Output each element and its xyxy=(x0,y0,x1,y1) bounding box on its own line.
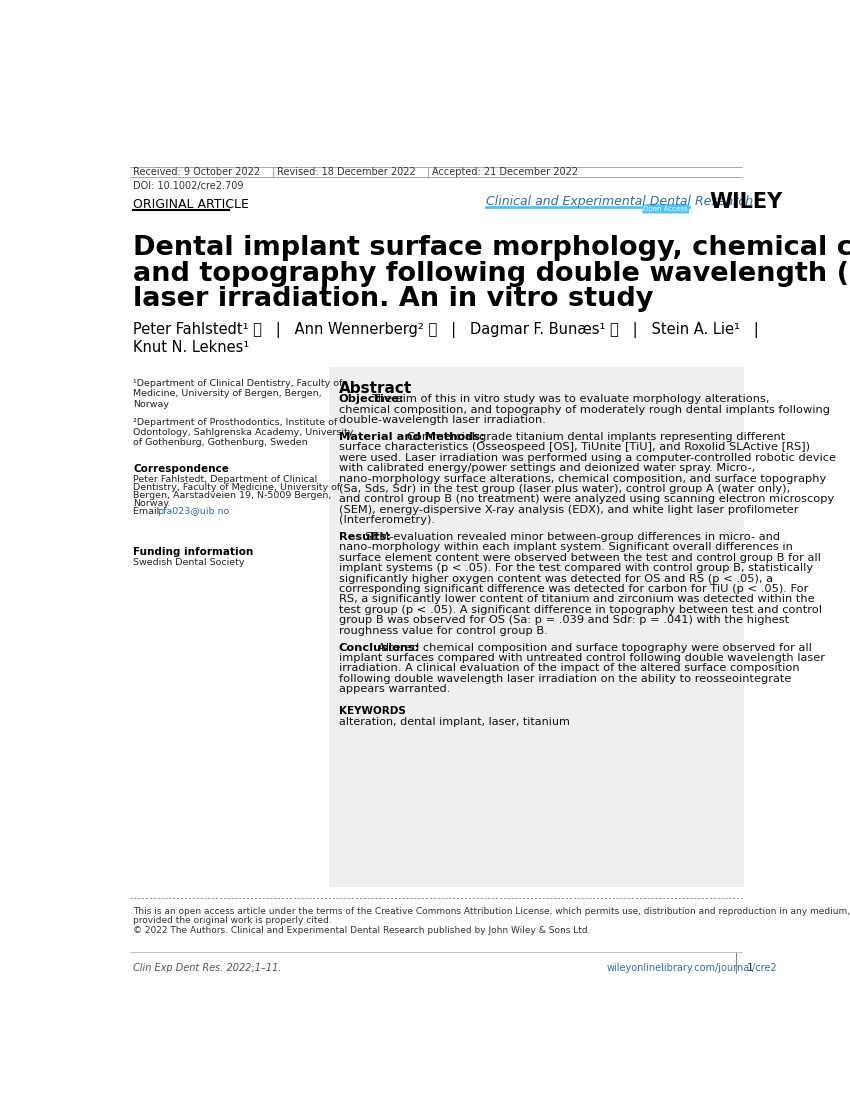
FancyBboxPatch shape xyxy=(643,205,689,214)
Text: laser irradiation. An in vitro study: laser irradiation. An in vitro study xyxy=(133,286,654,312)
Text: were used. Laser irradiation was performed using a computer-controlled robotic d: were used. Laser irradiation was perform… xyxy=(339,453,836,463)
Text: implant systems (p < .05). For the test compared with control group B, statistic: implant systems (p < .05). For the test … xyxy=(339,563,813,574)
Text: Email:: Email: xyxy=(133,506,166,515)
Text: (Interferometry).: (Interferometry). xyxy=(339,515,434,525)
Text: Objective:: Objective: xyxy=(339,395,405,405)
Text: nano-morphology within each implant system. Significant overall differences in: nano-morphology within each implant syst… xyxy=(339,542,792,552)
Text: Dental implant surface morphology, chemical composition,: Dental implant surface morphology, chemi… xyxy=(133,235,850,262)
Text: Correspondence: Correspondence xyxy=(133,464,230,474)
Text: Peter Fahlstedt¹ ⓘ   |   Ann Wennerberg² ⓘ   |   Dagmar F. Bunæs¹ ⓘ   |   Stein : Peter Fahlstedt¹ ⓘ | Ann Wennerberg² ⓘ |… xyxy=(133,322,759,338)
Text: group B was observed for OS (Sa: p = .039 and Sdr: p = .041) with the highest: group B was observed for OS (Sa: p = .03… xyxy=(339,615,789,625)
Text: provided the original work is properly cited.: provided the original work is properly c… xyxy=(133,917,332,926)
Text: chemical composition, and topography of moderately rough dental implants followi: chemical composition, and topography of … xyxy=(339,405,830,415)
Text: SEM-evaluation revealed minor between-group differences in micro- and: SEM-evaluation revealed minor between-gr… xyxy=(365,532,780,542)
Text: Material and Methods:: Material and Methods: xyxy=(339,432,484,442)
Text: RS, a significantly lower content of titanium and zirconium was detected within : RS, a significantly lower content of tit… xyxy=(339,595,814,605)
Text: implant surfaces compared with untreated control following double wavelength las: implant surfaces compared with untreated… xyxy=(339,653,824,663)
Text: Clinical and Experimental Dental Research: Clinical and Experimental Dental Researc… xyxy=(486,196,753,208)
Text: © 2022 The Authors. Clinical and Experimental Dental Research published by John : © 2022 The Authors. Clinical and Experim… xyxy=(133,926,591,935)
Text: Funding information: Funding information xyxy=(133,547,253,557)
Text: roughness value for control group B.: roughness value for control group B. xyxy=(339,626,547,636)
Text: Conclusions:: Conclusions: xyxy=(339,643,420,653)
Text: Clin Exp Dent Res. 2022;1–11.: Clin Exp Dent Res. 2022;1–11. xyxy=(133,963,282,973)
Text: pfa023@uib.no: pfa023@uib.no xyxy=(156,506,229,515)
Text: test group (p < .05). A significant difference in topography between test and co: test group (p < .05). A significant diff… xyxy=(339,605,822,615)
Text: and control group B (no treatment) were analyzed using scanning electron microsc: and control group B (no treatment) were … xyxy=(339,494,834,504)
Text: Received: 9 October 2022: Received: 9 October 2022 xyxy=(133,167,260,177)
Text: Results:: Results: xyxy=(339,532,391,542)
Text: irradiation. A clinical evaluation of the impact of the altered surface composit: irradiation. A clinical evaluation of th… xyxy=(339,663,799,673)
Text: surface element content were observed between the test and control group B for a: surface element content were observed be… xyxy=(339,553,820,562)
Text: Commercial-grade titanium dental implants representing different: Commercial-grade titanium dental implant… xyxy=(407,432,785,442)
Text: Revised: 18 December 2022: Revised: 18 December 2022 xyxy=(277,167,416,177)
Text: The aim of this in vitro study was to evaluate morphology alterations,: The aim of this in vitro study was to ev… xyxy=(371,395,770,405)
Text: Open Access: Open Access xyxy=(643,206,689,211)
Text: WILEY: WILEY xyxy=(709,192,783,212)
Text: DOI: 10.1002/cre2.709: DOI: 10.1002/cre2.709 xyxy=(133,181,244,191)
Text: alteration, dental implant, laser, titanium: alteration, dental implant, laser, titan… xyxy=(339,717,570,727)
Text: Dentistry, Faculty of Medicine, University of: Dentistry, Faculty of Medicine, Universi… xyxy=(133,483,341,492)
FancyBboxPatch shape xyxy=(330,368,744,888)
Text: (SEM), energy-dispersive X-ray analysis (EDX), and white light laser profilomete: (SEM), energy-dispersive X-ray analysis … xyxy=(339,505,798,514)
Text: Bergen, Aarstadveien 19, N-5009 Bergen,: Bergen, Aarstadveien 19, N-5009 Bergen, xyxy=(133,491,332,500)
Text: with calibrated energy/power settings and deionized water spray. Micro-,: with calibrated energy/power settings an… xyxy=(339,463,755,473)
Text: KEYWORDS: KEYWORDS xyxy=(339,707,405,717)
Text: Peter Fahlstedt, Department of Clinical: Peter Fahlstedt, Department of Clinical xyxy=(133,474,318,483)
Text: wileyonlinelibrary.com/journal/cre2: wileyonlinelibrary.com/journal/cre2 xyxy=(606,963,777,973)
Text: and topography following double wavelength (2780/940 nm): and topography following double waveleng… xyxy=(133,260,850,286)
Text: Swedish Dental Society: Swedish Dental Society xyxy=(133,558,245,567)
Text: Altered chemical composition and surface topography were observed for all: Altered chemical composition and surface… xyxy=(378,643,812,653)
Text: following double wavelength laser irradiation on the ability to reosseointegrate: following double wavelength laser irradi… xyxy=(339,674,791,684)
Text: Accepted: 21 December 2022: Accepted: 21 December 2022 xyxy=(432,167,578,177)
Text: Knut N. Leknes¹: Knut N. Leknes¹ xyxy=(133,340,250,354)
Text: 1: 1 xyxy=(747,963,754,973)
Text: ¹Department of Clinical Dentistry, Faculty of
Medicine, University of Bergen, Be: ¹Department of Clinical Dentistry, Facul… xyxy=(133,379,343,409)
Text: Norway.: Norway. xyxy=(133,499,171,508)
Text: appears warranted.: appears warranted. xyxy=(339,684,451,694)
Text: ORIGINAL ARTICLE: ORIGINAL ARTICLE xyxy=(133,199,249,211)
Text: nano-morphology surface alterations, chemical composition, and surface topograph: nano-morphology surface alterations, che… xyxy=(339,474,826,484)
Text: surface characteristics (Osseospeed [OS], TiUnite [TiU], and Roxolid SLActive [R: surface characteristics (Osseospeed [OS]… xyxy=(339,443,810,453)
Text: significantly higher oxygen content was detected for OS and RS (p < .05), a: significantly higher oxygen content was … xyxy=(339,574,773,584)
Text: ²Department of Prosthodontics, Institute of
Odontology, Sahlgrenska Academy, Uni: ²Department of Prosthodontics, Institute… xyxy=(133,417,354,447)
Text: Abstract: Abstract xyxy=(339,380,412,396)
Text: (Sa, Sds, Sdr) in the test group (laser plus water), control group A (water only: (Sa, Sds, Sdr) in the test group (laser … xyxy=(339,484,790,494)
Text: double-wavelength laser irradiation.: double-wavelength laser irradiation. xyxy=(339,415,546,425)
Text: This is an open access article under the terms of the Creative Commons Attributi: This is an open access article under the… xyxy=(133,907,850,917)
Text: corresponding significant difference was detected for carbon for TiU (p < .05). : corresponding significant difference was… xyxy=(339,584,808,594)
